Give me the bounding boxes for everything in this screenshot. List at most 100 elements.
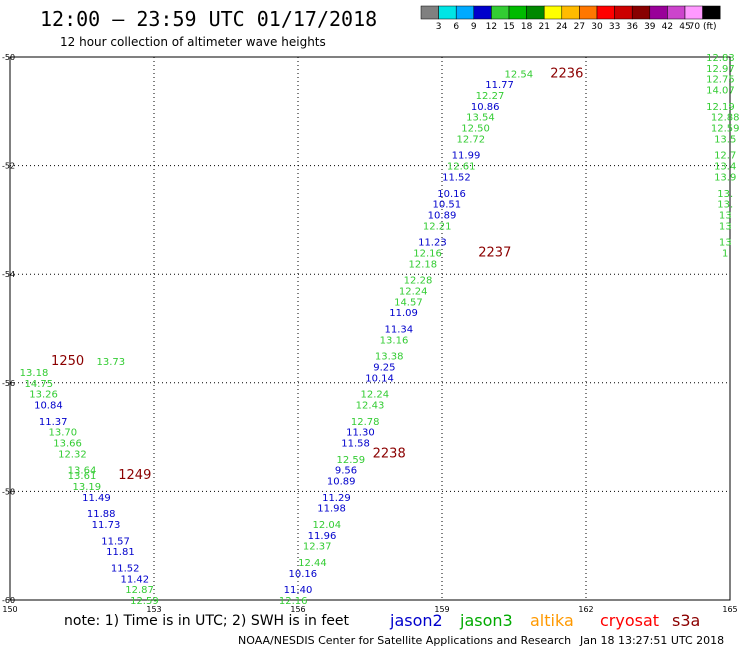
wave-height-value: 12.43 (356, 401, 385, 412)
wave-height-value: 13. (717, 189, 733, 200)
wave-height-value: 11.52 (111, 563, 140, 574)
wave-height-value: 11.57 (101, 536, 130, 547)
wave-height-value: 10.89 (327, 477, 356, 488)
wave-height-value: 10.89 (428, 210, 457, 221)
wave-height-value: 12.59 (130, 596, 159, 607)
mission-jason3: jason3 (459, 611, 513, 630)
wave-height-value: 13.66 (53, 439, 82, 450)
wave-height-value: 12.44 (298, 558, 327, 569)
wave-height-value: 12.61 (447, 162, 476, 173)
y-tick-label: -50 (2, 53, 15, 62)
wave-height-value: 11.58 (341, 439, 370, 450)
legend-label: 9 (471, 22, 477, 32)
wave-height-value: 10.86 (471, 102, 500, 113)
wave-height-value: 12.59 (711, 124, 740, 135)
wave-height-value: 12.87 (125, 585, 154, 596)
wave-height-value: 11.96 (308, 531, 337, 542)
wave-height-value: 12.16 (279, 596, 308, 607)
x-tick-label: 153 (146, 605, 161, 614)
mission-jason2: jason2 (389, 611, 443, 630)
legend-swatch (455, 5, 475, 20)
wave-height-value: 14.57 (394, 297, 423, 308)
wave-height-value: 11.81 (106, 547, 135, 558)
wave-height-value: 13.16 (380, 335, 409, 346)
pass-label: 2237 (478, 245, 511, 260)
legend-swatch (526, 5, 545, 20)
y-tick-label: -56 (2, 379, 15, 388)
wave-height-value: 13.61 (68, 471, 97, 482)
wave-height-value: 12.18 (408, 259, 437, 270)
wave-height-value: 11.29 (322, 493, 351, 504)
wave-height-value: 11.09 (389, 308, 418, 319)
legend-label: 24 (556, 22, 568, 32)
wave-height-value: 13.4 (714, 162, 736, 173)
wave-height-value: 12.75 (706, 75, 735, 86)
wave-height-value: 13.38 (375, 352, 404, 363)
wave-height-value: 11.88 (87, 509, 116, 520)
legend-label: 33 (609, 22, 620, 32)
legend-swatch (420, 5, 439, 20)
legend-swatch (684, 5, 703, 20)
legend-label: 45 (679, 22, 690, 32)
wave-height-value: 10.84 (34, 401, 63, 412)
pass-label: 2238 (373, 446, 406, 461)
legend-label: 42 (662, 22, 673, 32)
pass-label: 1249 (118, 468, 151, 483)
grid-lines (10, 57, 730, 600)
x-tick-label: 165 (722, 605, 737, 614)
wave-height-value: 13.26 (29, 390, 58, 401)
legend-swatch (614, 5, 633, 20)
wave-height-value: 10.14 (365, 373, 394, 384)
footer-timestamp: Jan 18 13:27:51 UTC 2018 (579, 634, 724, 647)
mission-altika: altika (530, 611, 574, 630)
wave-height-value: 12.78 (351, 417, 380, 428)
legend-swatch (561, 5, 580, 20)
y-tick-label: -54 (2, 270, 15, 279)
wave-height-value: 11.42 (120, 574, 149, 585)
wave-height-value: 11.49 (82, 493, 111, 504)
mission-cryosat: cryosat (600, 611, 659, 630)
footer-credit: NOAA/NESDIS Center for Satellite Applica… (238, 634, 571, 647)
legend-swatch (631, 5, 651, 20)
legend-label: 6 (453, 22, 459, 32)
wave-height-value: 12.83 (706, 53, 735, 64)
legend-swatch (543, 5, 563, 20)
wave-height-value: 13. (717, 200, 733, 211)
plot-frame (9, 56, 731, 601)
wave-height-value: 11.73 (92, 520, 121, 531)
x-tick-label: 150 (2, 605, 17, 614)
wave-height-value: 12.21 (423, 221, 452, 232)
wave-height-value: 11.34 (384, 325, 413, 336)
wave-height-value: 12.24 (399, 286, 428, 297)
wave-height-value: 12.97 (706, 64, 735, 75)
wave-height-value: 13.18 (20, 368, 49, 379)
y-tick-label: -52 (2, 162, 15, 171)
wave-height-value: 13 (719, 210, 732, 221)
wave-height-value: 12.88 (711, 113, 740, 124)
note-text: note: 1) Time is in UTC; 2) SWH is in fe… (64, 613, 350, 629)
wave-height-value: 12.04 (312, 520, 341, 531)
wave-height-value: 11.77 (485, 80, 514, 91)
legend-label: 39 (644, 22, 656, 32)
wave-height-value: 11.52 (442, 172, 471, 183)
legend-swatch (667, 5, 686, 20)
wave-height-value: 1 (722, 248, 728, 259)
wave-height-value: 11.23 (418, 238, 447, 249)
legend-label: 27 (574, 22, 585, 32)
legend-label: 15 (503, 22, 514, 32)
legend-swatch (596, 5, 615, 20)
legend-swatch (579, 5, 598, 20)
wave-height-value: 13.19 (72, 482, 101, 493)
wave-height-value: 12.54 (504, 69, 533, 80)
x-tick-label: 159 (434, 605, 449, 614)
wave-height-value: 12.72 (456, 134, 485, 145)
wave-height-value: 13.54 (466, 113, 495, 124)
legend-label: 18 (521, 22, 533, 32)
wave-height-value: 12.37 (303, 542, 332, 553)
wave-height-value: 10.16 (288, 569, 317, 580)
wave-height-value: 12.7 (714, 151, 736, 162)
x-tick-label: 162 (578, 605, 593, 614)
